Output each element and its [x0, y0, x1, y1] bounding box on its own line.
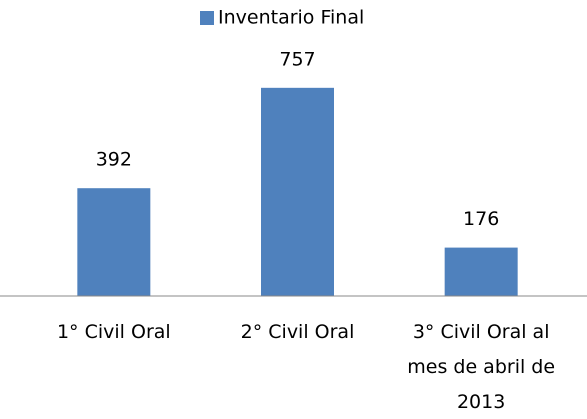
- bar: [261, 87, 334, 296]
- x-tick-label: 2° Civil Oral: [240, 321, 355, 343]
- data-label: 757: [279, 48, 315, 70]
- legend-swatch: [200, 11, 214, 25]
- legend-label: Inventario Final: [218, 7, 364, 29]
- bar: [444, 247, 518, 296]
- data-label: 392: [96, 149, 132, 171]
- bar: [77, 188, 151, 296]
- x-tick-label: 1° Civil Oral: [56, 321, 171, 343]
- data-label: 176: [463, 208, 499, 230]
- x-tick-label: 3° Civil Oral al mes de abril de 2013: [407, 321, 556, 413]
